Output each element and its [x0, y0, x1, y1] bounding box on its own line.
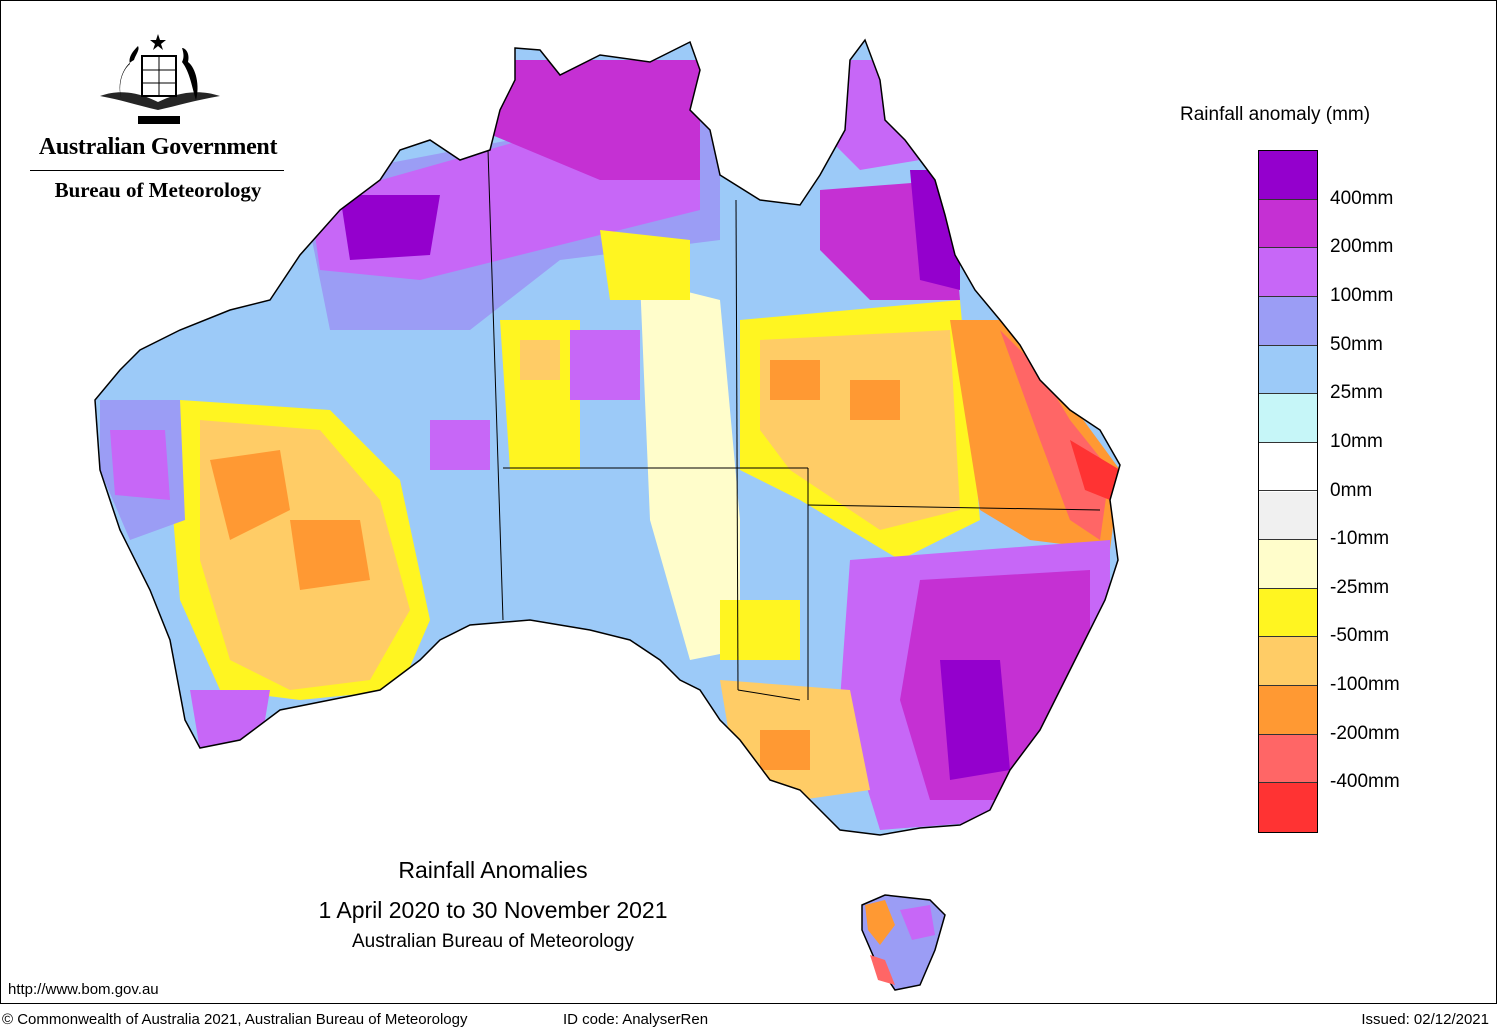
legend-label: -10mm [1330, 528, 1390, 550]
map-title: Rainfall Anomalies [398, 857, 588, 883]
map-source: Australian Bureau of Meteorology [352, 931, 634, 952]
legend-title: Rainfall anomaly (mm) [1180, 104, 1371, 125]
copyright-text: © Commonwealth of Australia 2021, Austra… [2, 1011, 468, 1028]
legend-color-bar [1258, 150, 1318, 833]
legend-swatch [1259, 296, 1317, 346]
legend-swatch [1259, 637, 1317, 687]
legend-label: -50mm [1330, 625, 1390, 647]
legend-label: -100mm [1330, 674, 1400, 696]
coat-of-arms-icon [100, 34, 220, 124]
map-period: 1 April 2020 to 30 November 2021 [318, 897, 668, 923]
divider [30, 170, 284, 171]
legend-swatch [1259, 588, 1317, 638]
org-name: Australian Government [38, 134, 278, 160]
issued-date: Issued: 02/12/2021 [1361, 1011, 1489, 1028]
legend-label: 10mm [1330, 430, 1383, 452]
legend-label: 400mm [1330, 187, 1394, 209]
legend-label: -400mm [1330, 771, 1400, 793]
legend-swatch [1259, 345, 1317, 395]
legend-label: 25mm [1330, 382, 1383, 404]
australia-map [94, 39, 1121, 991]
legend-swatch [1259, 248, 1317, 297]
legend-label: 50mm [1330, 333, 1383, 355]
legend-label: 200mm [1330, 236, 1394, 258]
legend-label: -200mm [1330, 722, 1400, 744]
figure-frame [0, 0, 1497, 1004]
legend-swatch [1259, 394, 1317, 443]
legend-swatch [1259, 783, 1317, 832]
legend-label: 0mm [1330, 479, 1373, 501]
legend-label: 100mm [1330, 284, 1394, 306]
id-code: ID code: AnalyserRen [563, 1011, 709, 1028]
legend-swatch [1259, 199, 1317, 249]
legend-label: -25mm [1330, 576, 1390, 598]
agency-name: Bureau of Meteorology [54, 178, 262, 202]
legend-swatch [1259, 491, 1317, 541]
legend-swatch [1259, 442, 1317, 492]
legend-swatch [1259, 151, 1317, 200]
legend-swatch [1259, 686, 1317, 735]
legend-swatch [1259, 540, 1317, 589]
bom-url: http://www.bom.gov.au [8, 981, 159, 998]
legend-swatch [1259, 734, 1317, 784]
